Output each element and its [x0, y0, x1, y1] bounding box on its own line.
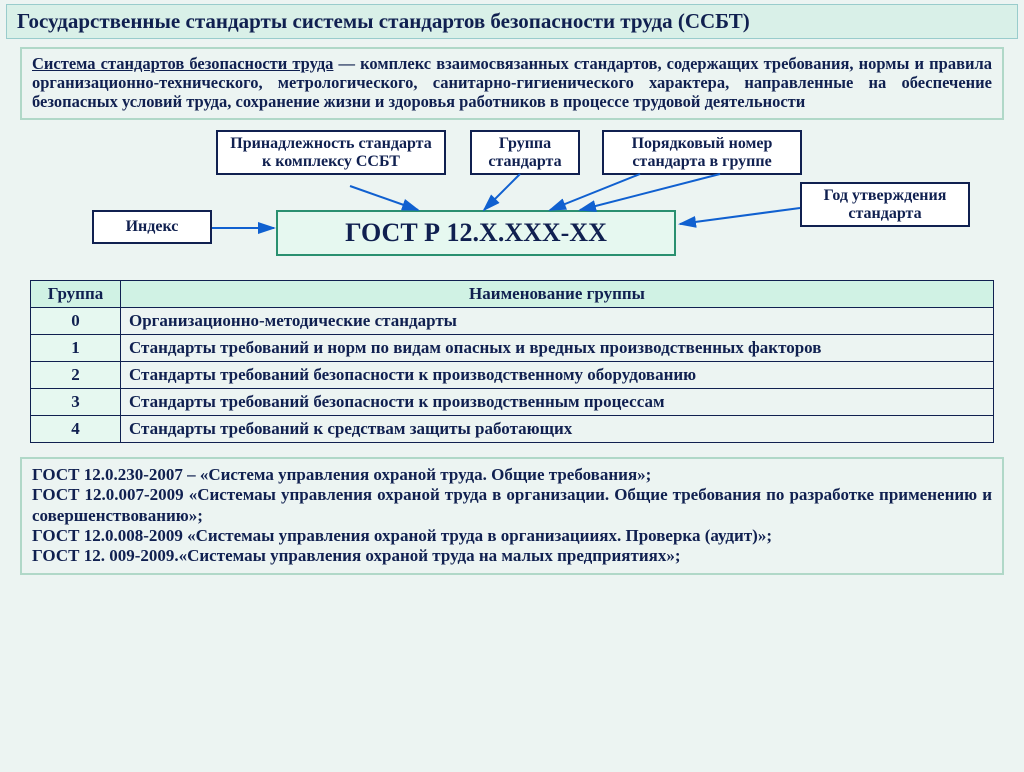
cell-name: Организационно-методические стандарты [121, 307, 994, 334]
ref-line: ГОСТ 12.0.008-2009 «Системаы управления … [32, 526, 992, 546]
table-row: 4Стандарты требований к средствам защиты… [31, 415, 994, 442]
cell-name: Стандарты требований к средствам защиты … [121, 415, 994, 442]
ref-line: ГОСТ 12.0.230-2007 – «Система управления… [32, 465, 992, 485]
th-name: Наименование группы [121, 280, 994, 307]
label-seq: Порядковый номер стандарта в группе [602, 130, 802, 175]
label-year: Год утверждения стандарта [800, 182, 970, 227]
page-title: Государственные стандарты системы станда… [6, 4, 1018, 39]
gost-code: ГОСТ Р 12.Х.ХХХ-ХХ [276, 210, 676, 256]
table-row: 0Организационно-методические стандарты [31, 307, 994, 334]
gost-code-diagram: Индекс Принадлежность стандарта к компле… [20, 130, 1004, 280]
table-row: 1Стандарты требований и норм по видам оп… [31, 334, 994, 361]
table-row: 2Стандарты требований безопасности к про… [31, 361, 994, 388]
intro-lead: Система стандартов безопасности труда [32, 54, 333, 73]
label-index: Индекс [92, 210, 212, 244]
label-belong: Принадлежность стандарта к комплексу ССБ… [216, 130, 446, 175]
cell-group: 3 [31, 388, 121, 415]
ref-line: ГОСТ 12.0.007-2009 «Системаы управления … [32, 485, 992, 526]
table-row: 3Стандарты требований безопасности к про… [31, 388, 994, 415]
gost-references: ГОСТ 12.0.230-2007 – «Система управления… [20, 457, 1004, 575]
th-group: Группа [31, 280, 121, 307]
cell-group: 2 [31, 361, 121, 388]
cell-group: 0 [31, 307, 121, 334]
cell-group: 4 [31, 415, 121, 442]
label-group: Группа стандарта [470, 130, 580, 175]
ref-line: ГОСТ 12. 009-2009.«Системаы управления о… [32, 546, 992, 566]
cell-name: Стандарты требований безопасности к прои… [121, 361, 994, 388]
groups-table: Группа Наименование группы 0Организацион… [30, 280, 994, 443]
intro-definition: Система стандартов безопасности труда — … [20, 47, 1004, 120]
cell-group: 1 [31, 334, 121, 361]
cell-name: Стандарты требований безопасности к прои… [121, 388, 994, 415]
cell-name: Стандарты требований и норм по видам опа… [121, 334, 994, 361]
